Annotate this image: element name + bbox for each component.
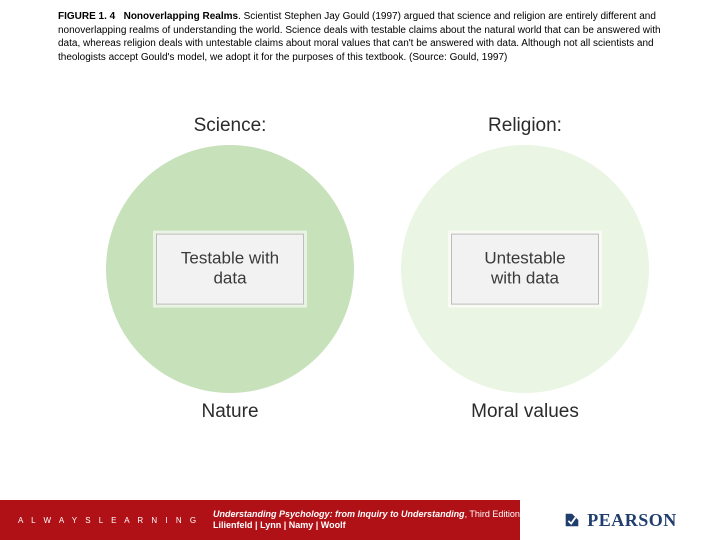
diagram: Science: Testable with data Nature Relig…: [0, 115, 720, 445]
book-info: Understanding Psychology: from Inquiry t…: [199, 509, 520, 532]
science-circle: Testable with data: [106, 145, 354, 393]
always-learning-tagline: A L W A Y S L E A R N I N G: [0, 516, 199, 525]
pearson-brand-text: PEARSON: [587, 510, 677, 531]
religion-box: Untestable with data: [451, 234, 599, 305]
religion-bottom-label: Moral values: [385, 401, 665, 423]
footer-right: PEARSON: [520, 500, 720, 540]
science-heading: Science:: [90, 115, 370, 137]
pearson-mark-icon: [563, 511, 581, 529]
book-title: Understanding Psychology: from Inquiry t…: [213, 509, 465, 519]
footer-bar: A L W A Y S L E A R N I N G Understandin…: [0, 500, 720, 540]
religion-heading: Religion:: [385, 115, 665, 137]
science-box: Testable with data: [156, 234, 304, 305]
book-authors: Lilienfeld | Lynn | Namy | Woolf: [213, 520, 520, 531]
science-bottom-label: Nature: [90, 401, 370, 423]
religion-circle: Untestable with data: [401, 145, 649, 393]
figure-caption: FIGURE 1. 4 Nonoverlapping Realms. Scien…: [58, 10, 662, 64]
pearson-logo: PEARSON: [563, 510, 677, 531]
figure-title: Nonoverlapping Realms: [124, 11, 238, 22]
book-edition: , Third Edition: [465, 509, 520, 519]
figure-number: FIGURE 1. 4: [58, 11, 115, 22]
page: FIGURE 1. 4 Nonoverlapping Realms. Scien…: [0, 0, 720, 540]
religion-group: Religion: Untestable with data Moral val…: [385, 115, 665, 423]
science-group: Science: Testable with data Nature: [90, 115, 370, 423]
footer-left: A L W A Y S L E A R N I N G Understandin…: [0, 500, 520, 540]
